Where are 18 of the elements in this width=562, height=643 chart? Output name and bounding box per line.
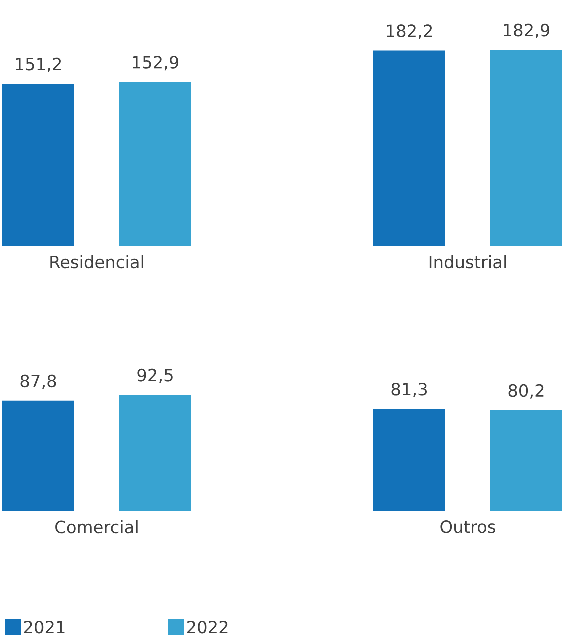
bar xyxy=(374,50,446,246)
data-label: 80,2 xyxy=(508,384,544,399)
bar xyxy=(2,84,74,246)
data-label: 81,3 xyxy=(392,382,427,398)
x-tick-label: Residencial xyxy=(50,256,144,269)
data-label: 182,2 xyxy=(387,24,432,40)
legend-label: 2021 xyxy=(24,620,65,634)
x-tick-label: Outros xyxy=(440,520,496,534)
x-tick-label: Comercial xyxy=(56,520,138,534)
data-label: 182,9 xyxy=(504,24,550,38)
x-tick-label: Industrial xyxy=(430,256,506,269)
bar xyxy=(120,82,192,246)
bar xyxy=(490,50,562,246)
data-label: 92,5 xyxy=(138,368,173,384)
legend-label: 2022 xyxy=(187,620,228,634)
data-label: 151,2 xyxy=(16,58,62,72)
data-label: 152,9 xyxy=(133,56,179,71)
data-label: 87,8 xyxy=(20,374,56,390)
